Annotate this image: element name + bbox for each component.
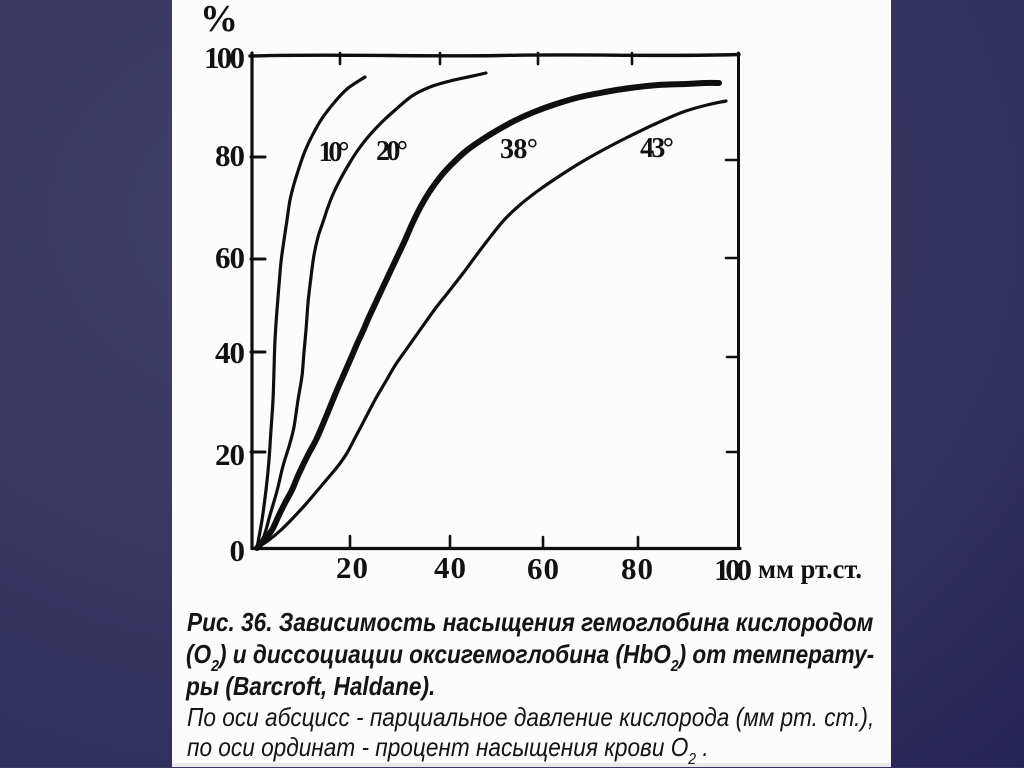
svg-text:20: 20 (336, 550, 368, 585)
svg-text:20: 20 (215, 437, 245, 472)
svg-text:43°: 43° (640, 133, 674, 164)
svg-text:%: % (200, 0, 238, 40)
svg-text:80: 80 (215, 138, 245, 173)
svg-text:0: 0 (230, 533, 246, 568)
svg-text:80: 80 (621, 551, 653, 586)
svg-text:10°: 10° (319, 137, 350, 168)
svg-text:40: 40 (215, 335, 245, 370)
svg-text:20°: 20° (376, 136, 408, 167)
svg-text:60: 60 (215, 240, 245, 275)
svg-text:мм рт.ст.: мм рт.ст. (758, 554, 862, 584)
svg-text:40: 40 (434, 550, 466, 585)
svg-text:60: 60 (527, 551, 559, 586)
svg-text:100: 100 (714, 552, 752, 587)
svg-text:38°: 38° (500, 134, 538, 165)
svg-text:100: 100 (204, 40, 245, 75)
